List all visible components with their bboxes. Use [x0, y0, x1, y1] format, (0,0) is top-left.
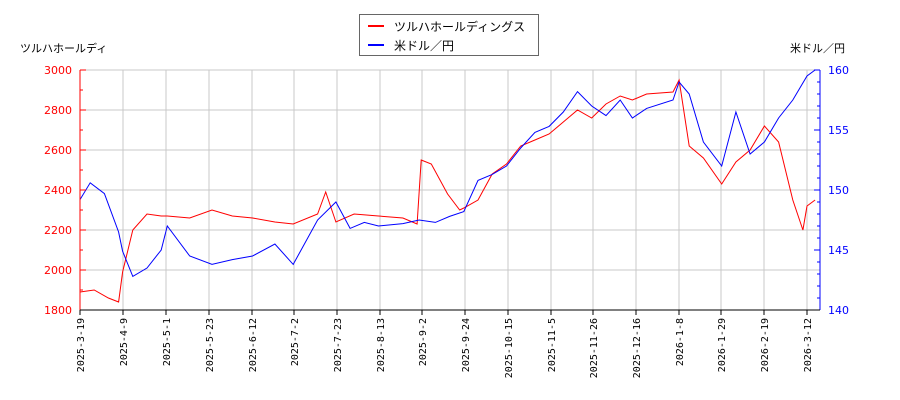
- svg-text:2025-5-23: 2025-5-23: [205, 318, 216, 372]
- svg-text:2400: 2400: [44, 184, 72, 197]
- legend: ツルハホールディングス 米ドル／円: [359, 14, 539, 56]
- svg-text:2000: 2000: [44, 264, 72, 277]
- data-lines: [79, 69, 816, 303]
- legend-label: 米ドル／円: [394, 38, 455, 53]
- svg-text:2025-8-13: 2025-8-13: [376, 318, 387, 372]
- legend-item-usdjpy: 米ドル／円: [368, 37, 454, 53]
- svg-text:150: 150: [828, 184, 849, 197]
- svg-text:2025-12-16: 2025-12-16: [632, 318, 643, 378]
- svg-text:2800: 2800: [44, 104, 72, 117]
- legend-item-tsuruha: ツルハホールディングス: [368, 18, 525, 34]
- svg-text:2026-3-12: 2026-3-12: [803, 318, 814, 372]
- svg-text:2025-9-24: 2025-9-24: [461, 318, 472, 372]
- red-line-swatch-icon: [368, 25, 384, 27]
- axes: 1800 2000 2200 2400 2600 2800 3000 140 145 150 155…: [44, 64, 849, 378]
- blue-line-swatch-icon: [368, 44, 384, 46]
- svg-text:2025-9-2: 2025-9-2: [418, 318, 429, 366]
- svg-text:2026-2-19: 2026-2-19: [760, 318, 771, 372]
- svg-text:145: 145: [828, 244, 849, 257]
- svg-text:155: 155: [828, 124, 849, 137]
- left-axis-title: ツルハホールディ: [20, 42, 108, 55]
- svg-text:2025-7-23: 2025-7-23: [333, 318, 344, 372]
- svg-text:2025-5-1: 2025-5-1: [162, 318, 173, 366]
- svg-text:2025-11-26: 2025-11-26: [589, 318, 600, 378]
- svg-text:2025-4-9: 2025-4-9: [119, 318, 130, 366]
- svg-text:3000: 3000: [44, 64, 72, 77]
- svg-text:2025-7-2: 2025-7-2: [290, 318, 301, 366]
- right-axis-title: 米ドル／円: [790, 42, 845, 55]
- grid-lines: [79, 69, 820, 311]
- svg-text:140: 140: [828, 304, 849, 317]
- svg-text:2025-11-5: 2025-11-5: [547, 318, 558, 372]
- svg-text:2025-10-15: 2025-10-15: [504, 318, 515, 378]
- svg-text:1800: 1800: [44, 304, 72, 317]
- svg-text:2026-1-8: 2026-1-8: [675, 318, 686, 366]
- svg-text:160: 160: [828, 64, 849, 77]
- legend-label: ツルハホールディングス: [394, 19, 526, 34]
- svg-text:2025-3-19: 2025-3-19: [76, 318, 87, 372]
- svg-text:2026-1-29: 2026-1-29: [717, 318, 728, 372]
- svg-text:2025-6-12: 2025-6-12: [248, 318, 259, 372]
- svg-text:2600: 2600: [44, 144, 72, 157]
- svg-text:2200: 2200: [44, 224, 72, 237]
